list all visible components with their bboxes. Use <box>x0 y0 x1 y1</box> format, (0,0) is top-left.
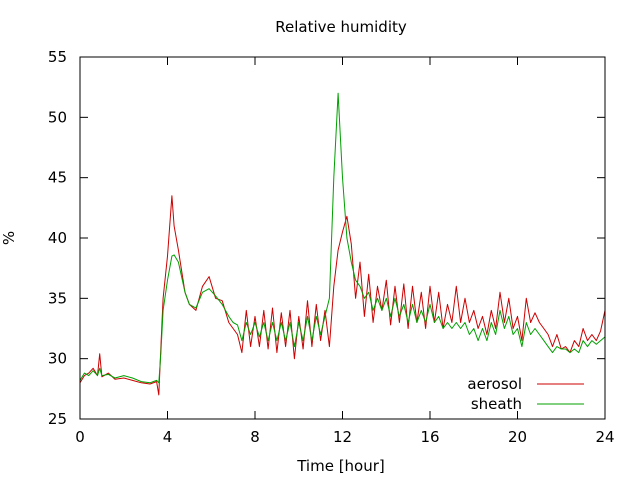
y-tick-label: 40 <box>48 229 67 247</box>
legend-label-sheath: sheath <box>471 395 522 413</box>
x-tick-label: 8 <box>250 428 260 446</box>
x-tick-label: 20 <box>508 428 527 446</box>
y-tick-label: 45 <box>48 169 67 187</box>
y-axis-label: % <box>0 231 18 245</box>
legend-label-aerosol: aerosol <box>467 375 522 393</box>
series-layer <box>79 92 606 396</box>
y-tick-label: 55 <box>48 48 67 66</box>
x-tick-label: 0 <box>75 428 85 446</box>
y-tick-label: 50 <box>48 108 67 126</box>
series-line-sheath <box>79 92 606 384</box>
y-tick-label: 25 <box>48 410 67 428</box>
x-tick-label: 24 <box>595 428 614 446</box>
series-line-aerosol <box>79 195 606 396</box>
y-tick-label: 35 <box>48 289 67 307</box>
x-tick-label: 16 <box>420 428 439 446</box>
x-tick-label: 4 <box>163 428 173 446</box>
chart-title: Relative humidity <box>275 18 407 36</box>
x-axis-label: Time [hour] <box>296 457 385 475</box>
x-tick-label: 12 <box>333 428 352 446</box>
plot-frame <box>79 56 606 420</box>
y-tick-label: 30 <box>48 350 67 368</box>
legend: aerosol sheath <box>467 375 584 413</box>
